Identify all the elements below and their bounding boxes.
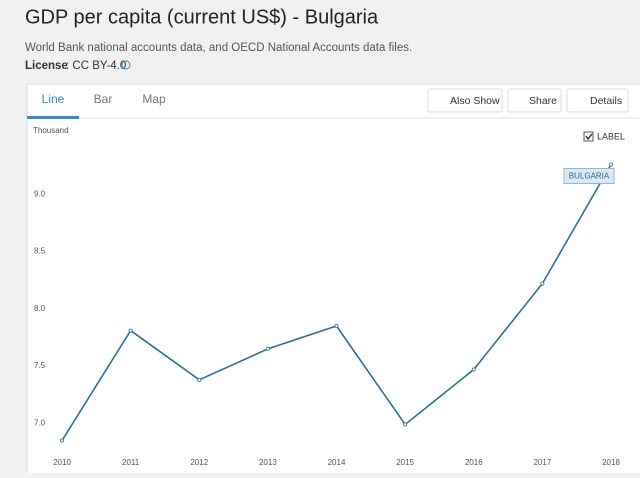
point (197, 377, 202, 382)
point (403, 422, 408, 427)
license-label: License (25, 60, 68, 72)
label-checkbox[interactable] (583, 131, 594, 142)
y-tick-label: 9.0 (34, 189, 46, 198)
label-toggle[interactable]: LABEL (597, 131, 625, 141)
x-tick-label: 2014 (328, 458, 346, 467)
point (265, 346, 270, 351)
x-tick-label: 2018 (602, 458, 620, 467)
info-icon[interactable] (121, 60, 131, 70)
tab[interactable]: Line (42, 92, 65, 106)
active-tab-underline (27, 116, 79, 119)
y-tick-label: 7.0 (34, 418, 46, 427)
y-tick-label: 8.5 (34, 247, 46, 256)
point (334, 323, 339, 328)
x-tick-label: 2010 (53, 458, 71, 467)
tab[interactable]: Bar (94, 92, 113, 106)
button-label: Details (590, 95, 622, 107)
point (128, 328, 133, 333)
button[interactable] (507, 88, 562, 113)
x-tick-label: 2011 (122, 458, 140, 467)
page-title: GDP per capita (current US$) - Bulgaria (25, 6, 379, 28)
card (26, 83, 640, 478)
point (609, 162, 614, 167)
x-tick-label: 2015 (396, 458, 414, 467)
x-tick-label: 2013 (259, 458, 277, 467)
point (471, 367, 476, 372)
series-label: BULGARIA (569, 172, 610, 181)
tab[interactable]: Map (142, 92, 166, 106)
y-tick-label: 8.0 (34, 304, 46, 313)
button[interactable] (566, 88, 629, 113)
license-value: : CC BY-4.0 (66, 60, 126, 72)
point (60, 438, 65, 443)
y-tick-label: 7.5 (34, 361, 46, 370)
button-label: Also Show (450, 95, 500, 107)
button[interactable] (427, 88, 503, 113)
button-label: Share (529, 95, 557, 107)
checkmark (585, 133, 593, 141)
source: World Bank national accounts data, and O… (25, 42, 412, 54)
x-tick-label: 2012 (190, 458, 208, 467)
point (540, 281, 545, 286)
y-axis-label: Thousand (33, 126, 69, 135)
series-label-box (563, 167, 615, 184)
x-tick-label: 2016 (465, 458, 483, 467)
x-tick-label: 2017 (533, 458, 551, 467)
